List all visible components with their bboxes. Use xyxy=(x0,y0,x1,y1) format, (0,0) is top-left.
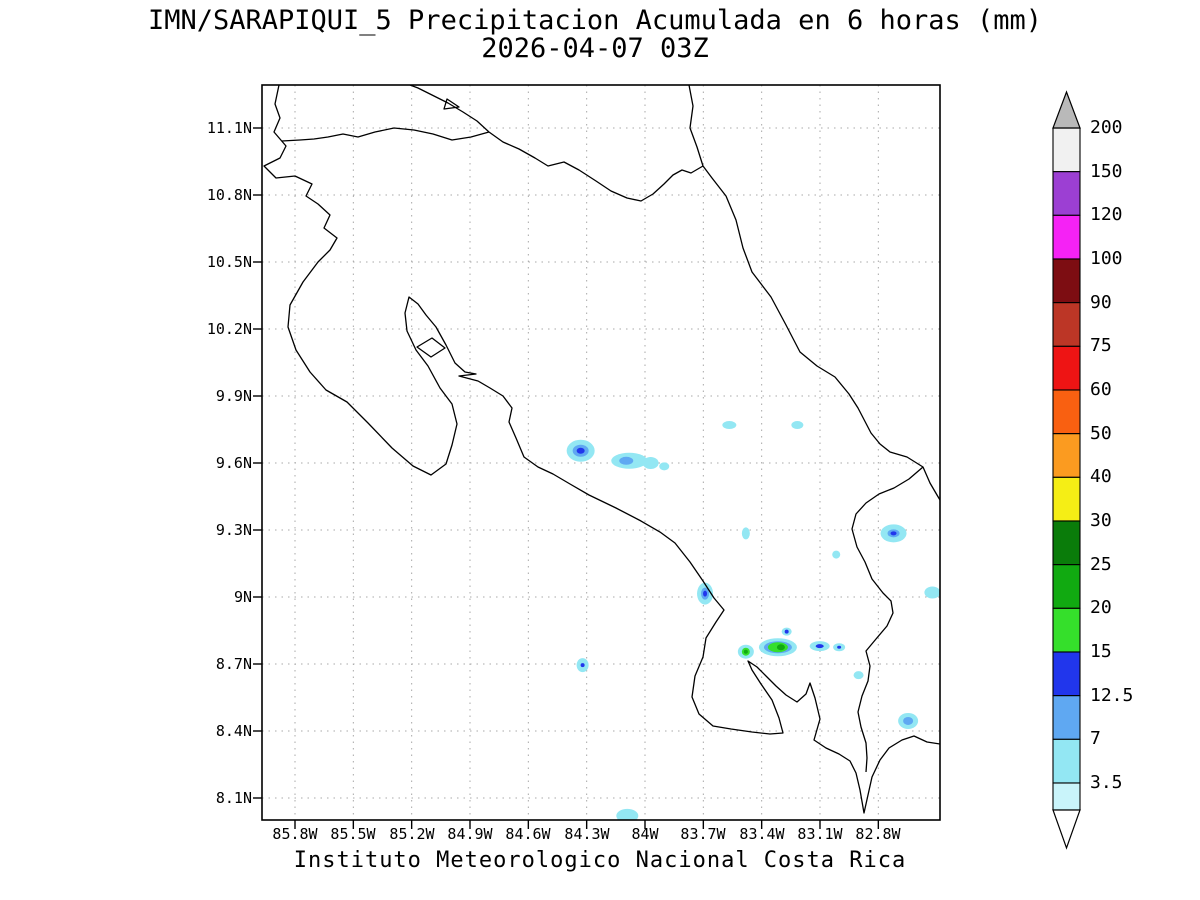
lon-tick-label: 85.5W xyxy=(330,825,376,843)
lon-tick-label: 82.8W xyxy=(855,825,901,843)
colorbar xyxy=(1052,90,1081,850)
lon-tick-label: 84.3W xyxy=(564,825,610,843)
colorbar-label: 60 xyxy=(1090,379,1112,400)
lat-tick-label: 10.2N xyxy=(206,320,252,338)
colorbar-cell xyxy=(1052,695,1081,740)
colorbar-cell xyxy=(1052,171,1081,216)
colorbar-cell xyxy=(1052,433,1081,478)
colorbar-label: 75 xyxy=(1090,335,1112,356)
lon-tick-label: 84.9W xyxy=(447,825,493,843)
colorbar-label: 15 xyxy=(1090,641,1112,662)
gridlines xyxy=(262,85,940,820)
chart-subtitle: 2026-04-07 03Z xyxy=(481,33,709,64)
san-juan-border-path xyxy=(488,131,704,202)
colorbar-cell xyxy=(1052,651,1081,697)
colorbar-cell xyxy=(1052,738,1081,784)
pacific-coastline-path xyxy=(263,85,940,814)
colorbar-cell xyxy=(1052,520,1081,566)
coastline-group xyxy=(263,85,940,814)
colorbar-label: 25 xyxy=(1090,554,1112,575)
colorbar-label: 30 xyxy=(1090,510,1112,531)
lon-tick-label: 84W xyxy=(631,825,659,843)
axis-ticks xyxy=(253,127,880,829)
nicaragua-border-west-path xyxy=(281,127,490,142)
lat-tick-label: 9N xyxy=(233,588,252,606)
colorbar-label: 20 xyxy=(1090,597,1112,618)
lon-tick-label: 83.4W xyxy=(739,825,785,843)
colorbar-label: 150 xyxy=(1090,161,1123,182)
colorbar-cell xyxy=(1052,258,1081,304)
lat-tick-label: 9.6N xyxy=(215,454,252,472)
colorbar-below-min-arrow xyxy=(1052,809,1081,850)
colorbar-cell xyxy=(1052,564,1081,609)
colorbar-label: 12.5 xyxy=(1090,685,1134,706)
precipitation-shading xyxy=(566,421,940,820)
lat-tick-label: 9.9N xyxy=(215,387,252,405)
colorbar-label: 7 xyxy=(1090,728,1101,749)
lat-tick-label: 11.1N xyxy=(206,119,252,137)
lat-tick-label: 10.5N xyxy=(206,253,252,271)
colorbar-above-max-arrow xyxy=(1052,90,1081,129)
colorbar-cell xyxy=(1052,476,1081,522)
lake-nicaragua-shore-path xyxy=(409,85,490,133)
colorbar-cell xyxy=(1052,389,1081,435)
caption: Instituto Meteorologico Nacional Costa R… xyxy=(293,848,907,873)
colorbar-label: 100 xyxy=(1090,248,1123,269)
lat-tick-label: 8.7N xyxy=(215,655,252,673)
chart-title: IMN/SARAPIQUI_5 Precipitacion Acumulada … xyxy=(147,5,1043,36)
isla-chira-path xyxy=(416,337,446,358)
colorbar-label: 120 xyxy=(1090,204,1123,225)
lon-tick-label: 85.2W xyxy=(389,825,435,843)
lon-tick-label: 83.1W xyxy=(797,825,843,843)
lat-tick-label: 8.4N xyxy=(215,722,252,740)
colorbar-cell xyxy=(1052,127,1081,173)
colorbar-label: 3.5 xyxy=(1090,772,1123,793)
colorbar-label: 50 xyxy=(1090,423,1112,444)
lon-tick-label: 83.7W xyxy=(680,825,726,843)
lat-tick-label: 9.3N xyxy=(215,521,252,539)
lat-tick-label: 10.8N xyxy=(206,186,252,204)
panama-border-path xyxy=(851,466,924,773)
colorbar-label: 90 xyxy=(1090,292,1112,313)
lon-tick-label: 84.6W xyxy=(505,825,551,843)
colorbar-cell xyxy=(1052,302,1081,347)
colorbar-label: 40 xyxy=(1090,466,1112,487)
colorbar-cell xyxy=(1052,214,1081,260)
lon-tick-label: 85.8W xyxy=(272,825,318,843)
plot-frame xyxy=(261,84,941,821)
colorbar-cell xyxy=(1052,345,1081,391)
colorbar-label: 200 xyxy=(1090,117,1123,138)
colorbar-cell xyxy=(1052,782,1081,811)
lat-tick-label: 8.1N xyxy=(215,789,252,807)
colorbar-cell xyxy=(1052,607,1081,653)
solentiname-island-path xyxy=(443,98,460,110)
caribbean-coastline-path xyxy=(688,85,940,501)
